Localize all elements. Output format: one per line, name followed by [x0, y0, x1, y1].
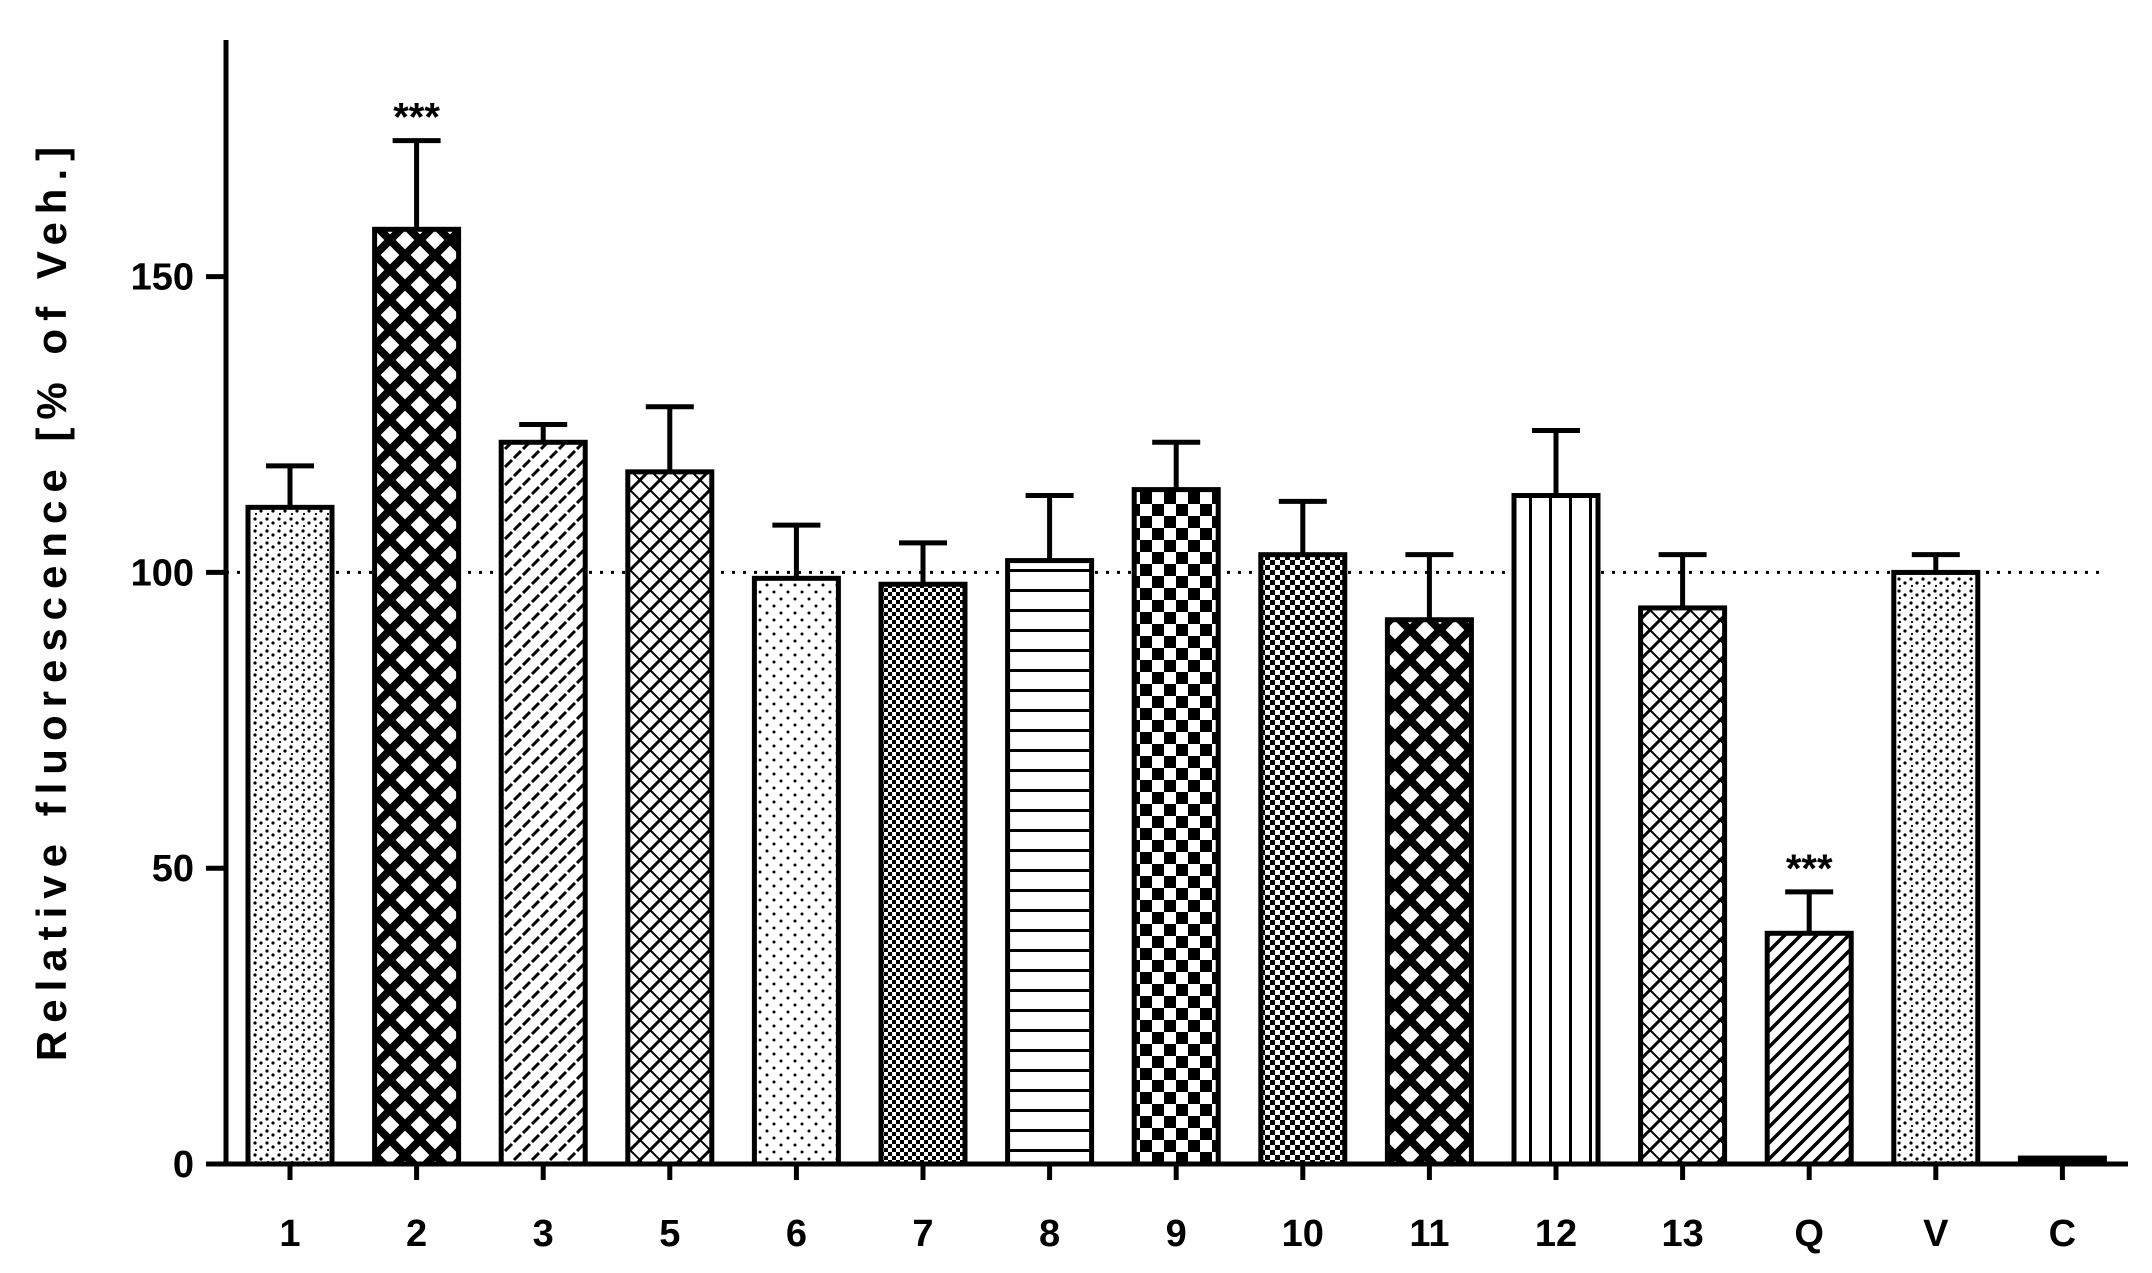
- x-tick-label: 7: [912, 1213, 933, 1255]
- x-tick-label: 11: [1409, 1213, 1449, 1255]
- y-tick-label: 100: [131, 552, 194, 594]
- significance-label: ***: [1786, 847, 1833, 891]
- bar-3: [498, 439, 588, 1167]
- bar-6: [751, 575, 841, 1167]
- bars-layer: *** ***: [245, 96, 2107, 1167]
- y-tick-label: 50: [152, 848, 194, 890]
- x-tick-label: 9: [1166, 1213, 1187, 1255]
- y-axis-label: Relative fluorescence [% of Veh.]: [28, 139, 75, 1061]
- x-tick-label: 12: [1535, 1213, 1577, 1255]
- bar-V: [1891, 569, 1981, 1167]
- bar-10: [1258, 552, 1348, 1167]
- x-tick-label: V: [1923, 1213, 1949, 1255]
- bar-13: [1638, 605, 1728, 1167]
- bar-12: [1511, 493, 1601, 1167]
- x-tick-label: 8: [1039, 1213, 1060, 1255]
- significance-label: ***: [393, 96, 440, 140]
- x-tick-label: 2: [406, 1213, 427, 1255]
- x-tick-label: 1: [279, 1213, 300, 1255]
- x-tick-label: 6: [786, 1213, 807, 1255]
- y-tick-label: 150: [131, 257, 194, 299]
- bar-11: [1384, 617, 1474, 1167]
- bar-2: [372, 226, 462, 1167]
- bar-Q: [1764, 930, 1854, 1167]
- x-tick-label: 3: [533, 1213, 554, 1255]
- x-tick-label: 5: [659, 1213, 680, 1255]
- x-tick-label: C: [2049, 1213, 2076, 1255]
- x-tick-label: 10: [1282, 1213, 1324, 1255]
- bar-7: [878, 581, 968, 1167]
- bar-1: [245, 504, 335, 1167]
- x-tick-label: 13: [1661, 1213, 1703, 1255]
- x-tick-label: Q: [1794, 1213, 1824, 1255]
- y-tick-label: 0: [173, 1144, 194, 1186]
- bar-8: [1005, 558, 1095, 1167]
- bar-5: [625, 469, 715, 1167]
- bar-9: [1131, 487, 1221, 1167]
